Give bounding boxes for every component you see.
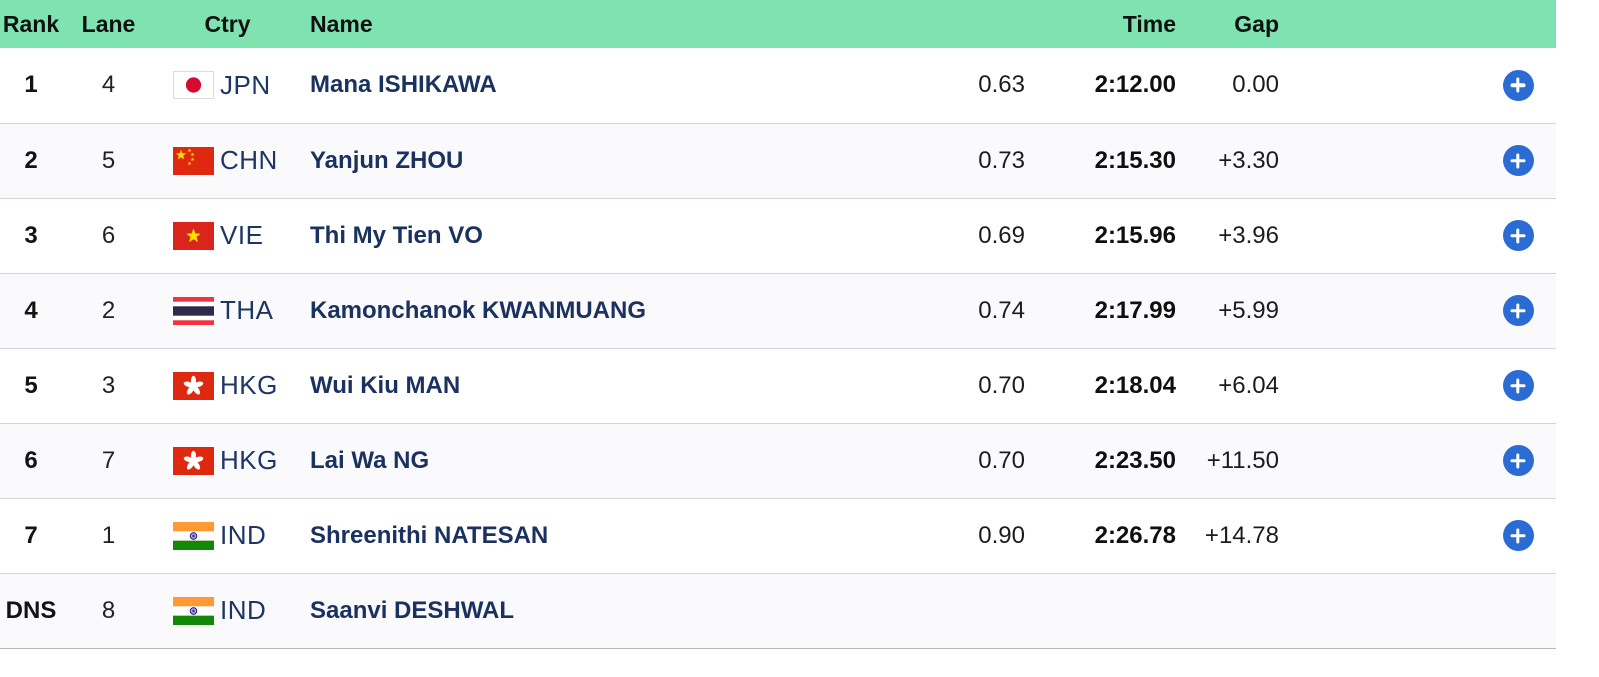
final-time: 2:15.96: [1094, 221, 1176, 249]
table-row: 6 7 HKG Lai Wa NG 0.70 2:23.50 +11.50: [0, 423, 1556, 498]
col-header-time: Time: [1122, 10, 1176, 37]
rank-value: 7: [24, 521, 38, 549]
country-cell: HKG: [155, 348, 300, 423]
flag-ind-icon: [173, 521, 214, 550]
col-header-name: Name: [310, 10, 373, 37]
expand-row-button[interactable]: [1502, 370, 1534, 401]
reaction-time: 0.74: [978, 296, 1025, 324]
athlete-name: Wui Kiu MAN: [310, 371, 461, 399]
lane-value: 3: [101, 371, 116, 399]
final-time: 2:23.50: [1094, 446, 1176, 474]
reaction-time: 0.63: [978, 71, 1025, 99]
country-cell: JPN: [155, 48, 300, 123]
col-header-gap: Gap: [1234, 10, 1279, 37]
reaction-time: 0.73: [978, 146, 1025, 174]
country-cell: VIE: [155, 198, 300, 273]
rank-value: 1: [24, 71, 38, 99]
lane-value: 2: [101, 296, 116, 324]
athlete-name: Mana ISHIKAWA: [310, 71, 497, 99]
reaction-time: 0.70: [978, 371, 1025, 399]
lane-value: 7: [101, 446, 116, 474]
flag-hkg-icon: [173, 371, 214, 400]
table-row: 4 2 THA Kamonchanok KWANMUANG 0.74 2:17.…: [0, 273, 1556, 348]
flag-jpn-icon: [173, 71, 214, 100]
lane-value: 8: [101, 596, 116, 624]
expand-row-button[interactable]: [1502, 145, 1534, 176]
reaction-time: 0.69: [978, 221, 1025, 249]
table-row: 1 4 JPN Mana ISHIKAWA 0.63 2:12.00 0.00: [0, 48, 1556, 123]
country-code: THA: [220, 295, 274, 325]
rank-value: DNS: [5, 596, 57, 624]
gap-value: +3.30: [1218, 146, 1279, 174]
rank-value: 5: [24, 371, 38, 399]
results-table: Rank Lane Ctry Name Time Gap 1 4 JPN Man…: [0, 0, 1599, 649]
gap-value: [1180, 573, 1285, 648]
final-time: 2:18.04: [1094, 371, 1176, 399]
expand-row-button[interactable]: [1502, 69, 1534, 101]
flag-ind-icon: [173, 596, 214, 625]
rank-value: 6: [24, 446, 38, 474]
country-cell: THA: [155, 273, 300, 348]
rank-value: 4: [24, 296, 38, 324]
country-cell: CHN: [155, 123, 300, 198]
table-row: 7 1 IND Shreenithi NATESAN 0.90 2:26.78 …: [0, 498, 1556, 573]
athlete-name: Yanjun ZHOU: [310, 146, 464, 174]
final-time: 2:15.30: [1094, 146, 1176, 174]
country-cell: IND: [155, 498, 300, 573]
athlete-name: Saanvi DESHWAL: [310, 596, 515, 624]
country-cell: HKG: [155, 423, 300, 498]
table-row: DNS 8 IND Saanvi DESHWAL: [0, 573, 1556, 648]
gap-value: +11.50: [1206, 446, 1279, 474]
col-header-reaction-time: [940, 0, 1025, 48]
final-time: 2:17.99: [1094, 296, 1176, 324]
country-code: JPN: [220, 69, 271, 100]
gap-value: +6.04: [1218, 371, 1279, 399]
lane-value: 6: [101, 221, 116, 249]
gap-value: 0.00: [1232, 71, 1279, 99]
country-code: CHN: [220, 145, 278, 175]
expand-row-button[interactable]: [1502, 520, 1534, 551]
country-code: HKG: [220, 370, 278, 400]
athlete-name: Lai Wa NG: [310, 446, 430, 474]
athlete-name: Thi My Tien VO: [310, 221, 483, 249]
final-time: 2:26.78: [1094, 521, 1176, 549]
table-row: 2 5 CHN Yanjun ZHOU 0.73 2:15.30 +3.30: [0, 123, 1556, 198]
athlete-name: Shreenithi NATESAN: [310, 521, 549, 549]
flag-tha-icon: [173, 296, 214, 325]
expand-row-button[interactable]: [1502, 220, 1534, 251]
expand-row-button[interactable]: [1502, 295, 1534, 326]
country-cell: IND: [155, 573, 300, 648]
gap-value: +5.99: [1218, 296, 1279, 324]
lane-value: 4: [101, 71, 116, 99]
table-row: 5 3 HKG Wui Kiu MAN 0.70 2:18.04 +6.04: [0, 348, 1556, 423]
rank-value: 3: [24, 221, 38, 249]
flag-chn-icon: [173, 146, 214, 175]
gap-value: +3.96: [1218, 221, 1279, 249]
reaction-time: 0.90: [978, 521, 1025, 549]
col-header-rank: Rank: [2, 10, 60, 37]
country-code: IND: [220, 520, 267, 550]
flag-vie-icon: [173, 221, 214, 250]
expand-row-button[interactable]: [1502, 445, 1534, 476]
gap-value: +14.78: [1204, 521, 1279, 549]
lane-value: 5: [101, 146, 116, 174]
reaction-time: 0.70: [978, 446, 1025, 474]
col-header-country: Ctry: [204, 10, 251, 37]
flag-hkg-icon: [173, 446, 214, 475]
col-header-lane: Lane: [81, 10, 136, 37]
final-time: 2:12.00: [1094, 71, 1176, 99]
final-time: [1025, 573, 1180, 648]
table-header-row: Rank Lane Ctry Name Time Gap: [0, 0, 1556, 48]
country-code: HKG: [220, 445, 278, 475]
reaction-time: [940, 573, 1025, 648]
country-code: VIE: [220, 220, 264, 250]
lane-value: 1: [101, 521, 116, 549]
country-code: IND: [220, 595, 267, 625]
rank-value: 2: [24, 146, 38, 174]
table-row: 3 6 VIE Thi My Tien VO 0.69 2:15.96 +3.9…: [0, 198, 1556, 273]
athlete-name: Kamonchanok KWANMUANG: [310, 296, 647, 324]
